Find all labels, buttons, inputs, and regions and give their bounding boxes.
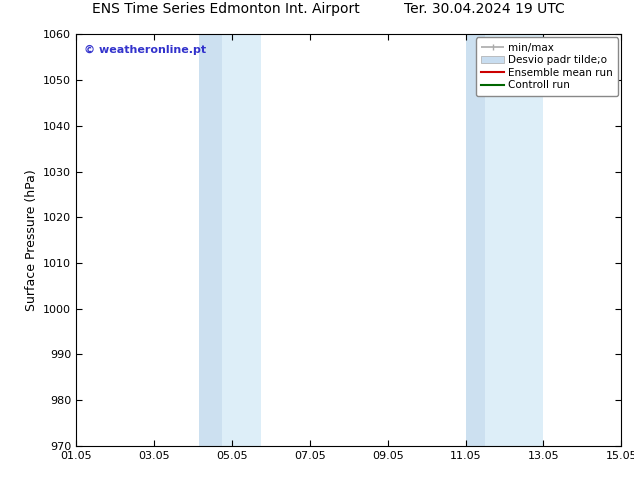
Bar — [465, 34, 485, 446]
Bar — [485, 34, 543, 446]
Text: ENS Time Series Edmonton Int. Airport: ENS Time Series Edmonton Int. Airport — [92, 2, 359, 17]
Y-axis label: Surface Pressure (hPa): Surface Pressure (hPa) — [25, 169, 37, 311]
Bar — [222, 34, 261, 446]
Bar — [198, 34, 222, 446]
Legend: min/max, Desvio padr tilde;o, Ensemble mean run, Controll run: min/max, Desvio padr tilde;o, Ensemble m… — [476, 37, 618, 96]
Text: Ter. 30.04.2024 19 UTC: Ter. 30.04.2024 19 UTC — [403, 2, 564, 17]
Text: © weatheronline.pt: © weatheronline.pt — [84, 45, 207, 55]
